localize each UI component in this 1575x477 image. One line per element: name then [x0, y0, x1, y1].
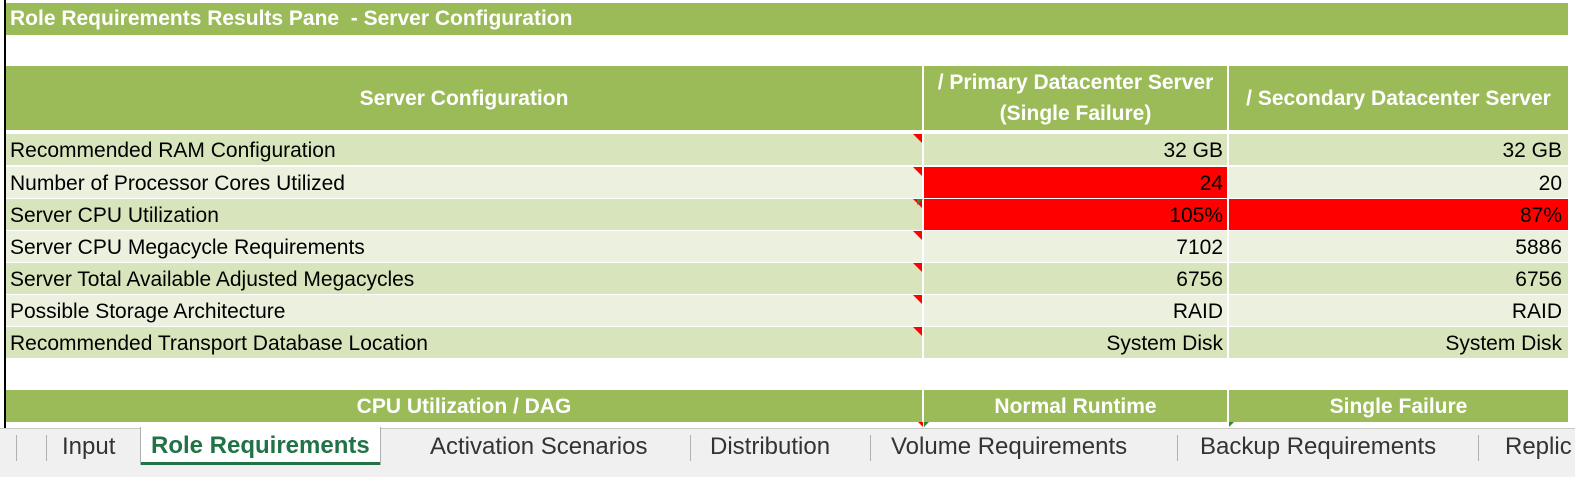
tab-separator	[870, 435, 871, 461]
cell-gap	[1227, 134, 1229, 165]
primary-header-line2: (Single Failure)	[999, 102, 1152, 125]
cell-gap	[922, 231, 924, 262]
tab-role-requirements-label: Role Requirements	[151, 432, 370, 459]
primary-value-cell[interactable]: RAID	[924, 295, 1227, 326]
single-failure-header: Single Failure	[1229, 390, 1568, 422]
tab-backup-requirements[interactable]: Backup Requirements	[1200, 433, 1437, 460]
row-label[interactable]: Server CPU Utilization	[6, 199, 922, 230]
sheet-tab-bar: Input Role Requirements Activation Scena…	[0, 427, 1575, 477]
cell-gap	[922, 134, 924, 165]
cell-gap	[1227, 327, 1229, 358]
header-divider	[922, 390, 924, 422]
cell-gap	[922, 167, 924, 198]
primary-value-cell[interactable]: 7102	[924, 231, 1227, 262]
comment-indicator	[913, 295, 922, 304]
tab-separator	[1478, 435, 1479, 461]
comment-indicator	[913, 263, 922, 272]
spreadsheet-grid: Role Requirements Results Pane - Server …	[4, 0, 1568, 428]
tab-separator	[690, 435, 691, 461]
secondary-value-cell[interactable]: 32 GB	[1229, 134, 1568, 165]
cell-gap	[1227, 295, 1229, 326]
comment-indicator	[913, 134, 922, 143]
header-divider	[1227, 66, 1229, 130]
row-label[interactable]: Server CPU Megacycle Requirements	[6, 231, 922, 262]
tab-separator	[16, 435, 17, 461]
header-divider	[1227, 390, 1229, 422]
normal-runtime-header: Normal Runtime	[924, 390, 1227, 422]
row-label[interactable]: Recommended Transport Database Location	[6, 327, 922, 358]
error-indicator	[917, 199, 923, 205]
row-label[interactable]: Server Total Available Adjusted Megacycl…	[6, 263, 922, 294]
cell-gap	[1227, 167, 1229, 198]
tab-replication[interactable]: Replic	[1505, 433, 1572, 460]
secondary-value-cell[interactable]: 5886	[1229, 231, 1568, 262]
error-indicator	[1229, 422, 1234, 427]
cell-gap	[1227, 231, 1229, 262]
comment-indicator	[913, 327, 922, 336]
table-row: Server CPU Megacycle Requirements 7102 588…	[6, 231, 1568, 262]
table-row: Recommended RAM Configuration 32 GB 32 GB	[6, 134, 1568, 165]
error-indicator	[924, 422, 929, 427]
row-label[interactable]: Possible Storage Architecture	[6, 295, 922, 326]
active-tab-underline	[141, 462, 380, 465]
secondary-datacenter-header: / Secondary Datacenter Server	[1229, 66, 1568, 130]
secondary-value-cell[interactable]: 87%	[1229, 199, 1568, 230]
comment-indicator	[913, 231, 922, 240]
secondary-value-cell[interactable]: 6756	[1229, 263, 1568, 294]
tab-separator	[46, 435, 47, 461]
primary-value-cell[interactable]: System Disk	[924, 327, 1227, 358]
primary-datacenter-header: / Primary Datacenter Server (Single Fail…	[924, 66, 1227, 130]
cell-gap	[1227, 199, 1229, 230]
primary-value-cell[interactable]: 105%	[924, 199, 1227, 230]
row-label[interactable]: Number of Processor Cores Utilized	[6, 167, 922, 198]
table-row: Server CPU Utilization 105% 87%	[6, 199, 1568, 230]
primary-value-cell[interactable]: 32 GB	[924, 134, 1227, 165]
server-config-header: Server Configuration	[6, 66, 922, 130]
tab-separator	[1177, 435, 1178, 461]
comment-indicator	[913, 167, 922, 176]
sheet-left-border	[4, 0, 6, 428]
primary-header-line1: / Primary Datacenter Server	[937, 71, 1214, 94]
secondary-value-cell[interactable]: 20	[1229, 167, 1568, 198]
cell-gap	[1227, 263, 1229, 294]
table-row: Number of Processor Cores Utilized 24 20	[6, 167, 1568, 198]
cell-gap	[922, 263, 924, 294]
comment-indicator	[918, 422, 923, 427]
primary-value-cell[interactable]: 6756	[924, 263, 1227, 294]
row-label[interactable]: Recommended RAM Configuration	[6, 134, 922, 165]
tab-distribution[interactable]: Distribution	[710, 433, 831, 460]
table-row: Server Total Available Adjusted Megacycl…	[6, 263, 1568, 294]
tab-activation-scenarios[interactable]: Activation Scenarios	[430, 433, 648, 460]
cell-gap	[922, 295, 924, 326]
table-row: Recommended Transport Database Location S…	[6, 327, 1568, 358]
tab-input[interactable]: Input	[62, 433, 116, 460]
table-row: Possible Storage Architecture RAID RAID	[6, 295, 1568, 326]
cell-gap	[922, 199, 924, 230]
secondary-value-cell[interactable]: System Disk	[1229, 327, 1568, 358]
tab-role-requirements[interactable]: Role Requirements	[140, 427, 381, 465]
cell-gap	[922, 327, 924, 358]
cpu-dag-header: CPU Utilization / DAG	[6, 390, 922, 422]
primary-value-cell[interactable]: 24	[924, 167, 1227, 198]
tab-volume-requirements[interactable]: Volume Requirements	[891, 433, 1128, 460]
secondary-value-cell[interactable]: RAID	[1229, 295, 1568, 326]
header-divider	[922, 66, 924, 130]
results-pane-title: Role Requirements Results Pane - Server …	[6, 3, 1568, 35]
